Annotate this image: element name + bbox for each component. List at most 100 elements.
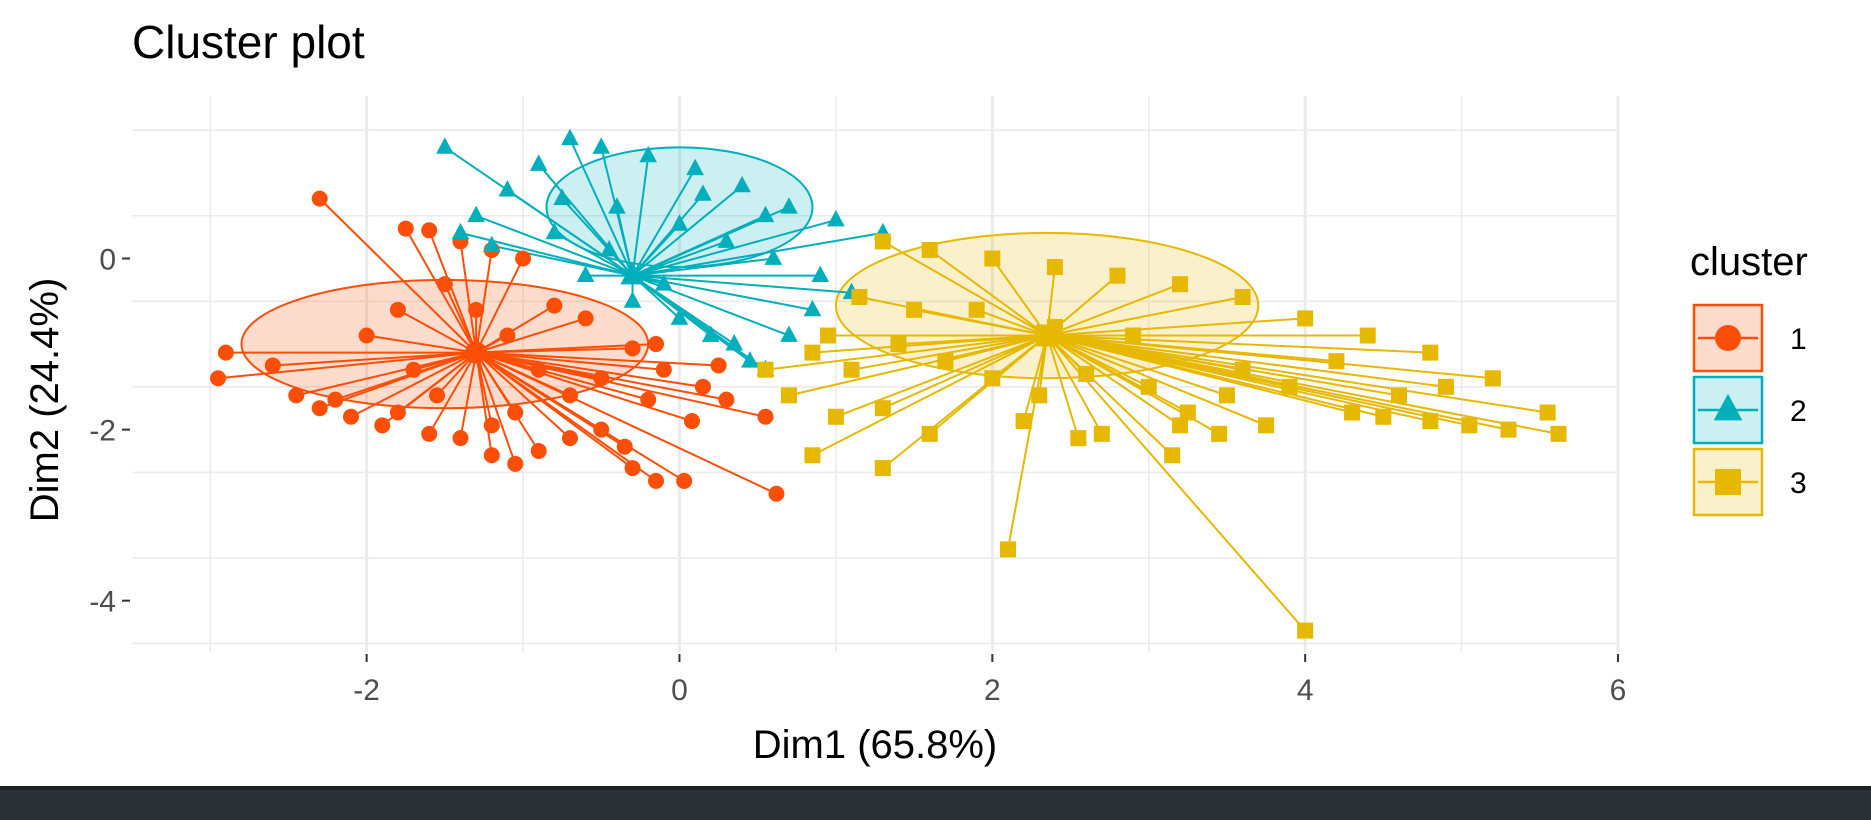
y-tick-label: 0 — [99, 244, 116, 277]
legend-key-marker-2 — [1713, 393, 1743, 421]
cluster-3-point — [874, 400, 891, 417]
cluster-1-point — [676, 472, 693, 489]
cluster-1-point — [405, 361, 422, 378]
cluster-1-ray — [475, 352, 493, 456]
cluster-1-point — [389, 404, 406, 421]
cluster-1-point — [397, 220, 414, 237]
cluster-2-point — [655, 274, 673, 291]
cluster-2-ellipse — [545, 146, 814, 269]
cluster-3-ray — [835, 334, 1048, 418]
cluster-2-point — [545, 222, 564, 240]
cluster-1-point — [530, 361, 547, 378]
cluster-1-point — [546, 297, 563, 314]
cluster-3-point — [1297, 622, 1314, 639]
cluster-3-point — [937, 353, 954, 370]
cluster-1-point — [311, 400, 328, 417]
cluster-1-point — [655, 361, 672, 378]
cluster-2-ray — [631, 274, 767, 371]
cluster-3-point — [1015, 413, 1032, 430]
x-tick-label: 0 — [671, 674, 688, 707]
cluster-1-ray — [397, 308, 477, 354]
cluster-1-ray — [319, 197, 477, 354]
cluster-3-point — [1125, 327, 1142, 344]
cluster-2-ray — [491, 244, 633, 277]
cluster-plot: -2 0 2 4 6 -4 -2 0 Cluster plot Dim1 (65.8%) D… — [23, 16, 1808, 767]
cluster-3-point — [1391, 387, 1408, 404]
cluster-3-point — [1484, 370, 1501, 387]
cluster-3-point — [968, 301, 985, 318]
cluster-2-ray — [632, 214, 766, 277]
plot-title: Cluster plot — [132, 16, 365, 68]
cluster-1-point — [483, 417, 500, 434]
cluster-2-point — [639, 145, 657, 163]
cluster-1-point — [374, 417, 391, 434]
cluster-1-ray — [475, 258, 524, 354]
cluster-1-point — [648, 472, 665, 489]
cluster-1-point — [768, 485, 785, 502]
cluster-rays — [217, 138, 1559, 632]
cluster-3-ray — [898, 334, 1048, 346]
cluster-1-ray — [475, 352, 517, 465]
cluster-2-center — [620, 261, 645, 285]
cluster-2-point — [694, 184, 712, 201]
cluster-2-ray — [553, 231, 634, 277]
cluster-1-ray — [475, 351, 657, 482]
legend-label-1: 1 — [1790, 323, 1807, 356]
cluster-3-point — [906, 301, 923, 318]
cluster-3-point — [1211, 425, 1228, 442]
cluster-3-ray — [1046, 334, 1243, 371]
bottom-bar — [0, 790, 1871, 820]
cluster-3-ray — [929, 249, 1048, 337]
cluster-1-point — [561, 387, 578, 404]
cluster-2-ray — [631, 168, 696, 277]
cluster-3-point — [921, 425, 938, 442]
cluster-2-ray — [631, 155, 650, 276]
cluster-3-point — [874, 460, 891, 477]
cluster-1-ray — [475, 351, 693, 422]
cluster-1-point — [311, 190, 328, 207]
cluster-3-point — [1422, 344, 1439, 361]
cluster-1-ray — [459, 352, 478, 439]
cluster-3-ray — [976, 308, 1048, 337]
cluster-2-point — [482, 235, 501, 253]
cluster-1-point — [648, 336, 665, 353]
cluster-1-ray — [428, 229, 478, 353]
cluster-3-point — [1109, 267, 1126, 284]
cluster-2-point — [780, 197, 798, 214]
cluster-1-point — [483, 447, 500, 464]
cluster-3-point — [1258, 417, 1275, 434]
cluster-3-ray — [1046, 334, 1447, 388]
cluster-3-ray — [991, 257, 1048, 337]
cluster-2-point — [608, 197, 626, 214]
cluster-1-point — [327, 391, 344, 408]
cluster-1-point — [499, 327, 516, 344]
cluster-3-point — [1031, 387, 1048, 404]
cluster-3-point — [1281, 378, 1298, 395]
cluster-2-point — [725, 334, 744, 351]
cluster-1-ray — [217, 351, 477, 380]
cluster-3-point — [984, 250, 1001, 267]
y-axis-ticks: -4 -2 0 — [89, 244, 130, 619]
cluster-1-ray — [459, 241, 478, 353]
cluster-3-point — [1140, 378, 1157, 395]
cluster-1-ray — [350, 351, 477, 418]
cluster-1-point — [757, 408, 774, 425]
cluster-1-ray — [476, 351, 664, 371]
x-axis-title: Dim1 (65.8%) — [753, 723, 998, 767]
legend-key-marker-3 — [1715, 469, 1741, 495]
cluster-1-point — [624, 340, 641, 357]
cluster-1-point — [264, 357, 281, 374]
cluster-1-ray — [443, 283, 478, 354]
cluster-2-point — [827, 210, 845, 227]
cluster-3-point — [1550, 425, 1567, 442]
cluster-3-point — [1070, 430, 1087, 447]
cluster-2-ray — [475, 214, 633, 277]
cluster-1-ray — [475, 351, 685, 482]
cluster-2-point — [670, 308, 689, 325]
cluster-1-point — [421, 425, 438, 442]
cluster-3-point — [780, 387, 797, 404]
cluster-2-point — [467, 205, 485, 223]
cluster-1-point — [436, 276, 453, 293]
cluster-3-ray — [882, 334, 1048, 410]
cluster-3-ray — [1046, 335, 1103, 435]
